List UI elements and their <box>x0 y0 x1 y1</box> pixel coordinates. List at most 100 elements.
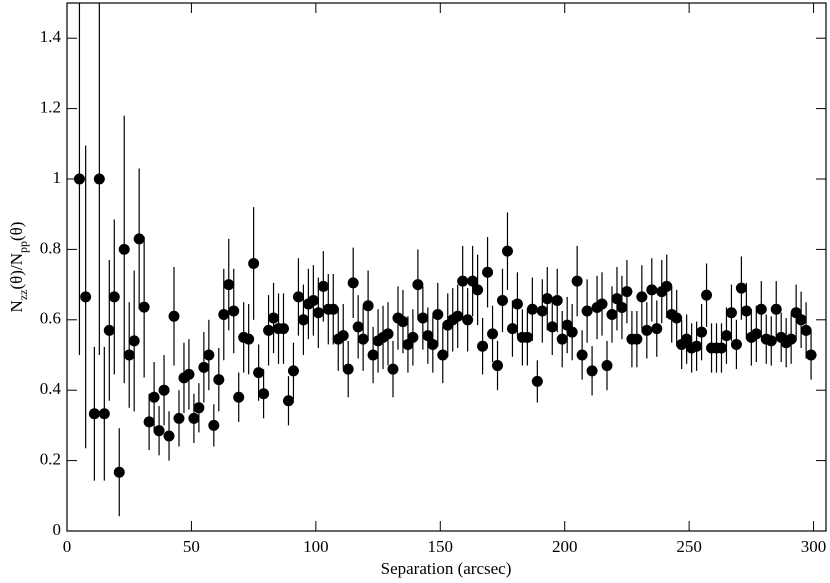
data-point <box>452 310 464 322</box>
data-point <box>521 331 533 343</box>
data-point <box>701 289 713 301</box>
data-point <box>805 349 817 361</box>
data-point <box>193 402 205 414</box>
data-point <box>671 312 683 324</box>
data-point <box>566 326 578 338</box>
data-point <box>133 233 145 245</box>
data-point <box>546 321 558 333</box>
data-point <box>128 335 140 347</box>
data-point <box>113 466 125 478</box>
data-point <box>218 309 230 321</box>
data-point <box>432 309 444 321</box>
data-point <box>158 384 170 396</box>
data-point <box>541 293 553 305</box>
data-point <box>601 360 613 372</box>
data-point <box>596 298 608 310</box>
data-point <box>576 349 588 361</box>
data-point <box>362 300 374 312</box>
y-label-subscript: zz <box>16 290 30 301</box>
data-point <box>118 243 130 255</box>
data-point <box>765 335 777 347</box>
data-point <box>586 365 598 377</box>
data-point <box>536 305 548 317</box>
data-point <box>412 279 424 291</box>
y-label-part: (θ)/N <box>7 253 26 289</box>
data-point <box>696 326 708 338</box>
x-tick-label: 150 <box>428 537 454 556</box>
data-point <box>173 412 185 424</box>
data-point <box>750 328 762 340</box>
data-point <box>188 412 200 424</box>
data-point <box>472 284 484 296</box>
data-point <box>795 314 807 326</box>
data-point <box>248 257 260 269</box>
y-label-part: (θ) <box>7 222 26 241</box>
data-point <box>571 275 583 287</box>
data-point <box>646 284 658 296</box>
data-point <box>382 328 394 340</box>
y-tick-label: 0 <box>53 520 62 539</box>
data-point <box>487 328 499 340</box>
data-point <box>98 408 110 420</box>
x-tick-label: 0 <box>63 537 72 556</box>
data-point <box>228 305 240 317</box>
data-point <box>770 303 782 315</box>
data-point <box>616 301 628 313</box>
data-point <box>501 245 513 257</box>
y-label-part: N <box>7 300 26 312</box>
data-point <box>73 173 85 185</box>
data-point <box>651 323 663 335</box>
data-point <box>621 286 633 298</box>
y-tick-label: 1.4 <box>40 27 62 46</box>
data-point <box>725 307 737 319</box>
data-point <box>327 303 339 315</box>
data-point <box>153 425 165 437</box>
y-tick-label: 0.6 <box>40 309 61 328</box>
y-label-subscript: pp <box>16 241 30 253</box>
plot-frame <box>66 2 827 532</box>
data-point <box>278 323 290 335</box>
data-point <box>88 408 100 420</box>
data-point <box>437 349 449 361</box>
plot-area <box>73 3 817 517</box>
data-point <box>681 333 693 345</box>
data-point <box>462 314 474 326</box>
data-point <box>606 309 618 321</box>
data-point <box>357 333 369 345</box>
x-tick-label: 250 <box>676 537 702 556</box>
data-point <box>691 340 703 352</box>
data-point <box>138 301 150 313</box>
data-point <box>93 173 105 185</box>
data-point <box>367 349 379 361</box>
data-point <box>203 349 215 361</box>
data-point <box>168 310 180 322</box>
data-point <box>253 367 265 379</box>
data-point <box>297 314 309 326</box>
data-point <box>531 375 543 387</box>
data-point <box>720 330 732 342</box>
data-point <box>581 305 593 317</box>
data-point <box>611 293 623 305</box>
data-point <box>492 360 504 372</box>
data-point <box>715 342 727 354</box>
data-point <box>417 312 429 324</box>
data-point <box>636 291 648 303</box>
y-axis-label: Nzz(θ)/Npp(θ) <box>7 222 30 313</box>
data-point <box>511 298 523 310</box>
data-point <box>213 374 225 386</box>
data-point <box>198 361 210 373</box>
data-point <box>208 419 220 431</box>
data-point <box>108 291 120 303</box>
x-tick-label: 100 <box>303 537 329 556</box>
data-point <box>258 388 270 400</box>
data-point <box>292 291 304 303</box>
data-point <box>661 280 673 292</box>
data-point <box>467 275 479 287</box>
data-point <box>631 333 643 345</box>
y-tick-label: 1.2 <box>40 98 61 117</box>
data-point <box>422 330 434 342</box>
data-point <box>263 324 275 336</box>
data-point <box>148 391 160 403</box>
data-point <box>233 391 245 403</box>
